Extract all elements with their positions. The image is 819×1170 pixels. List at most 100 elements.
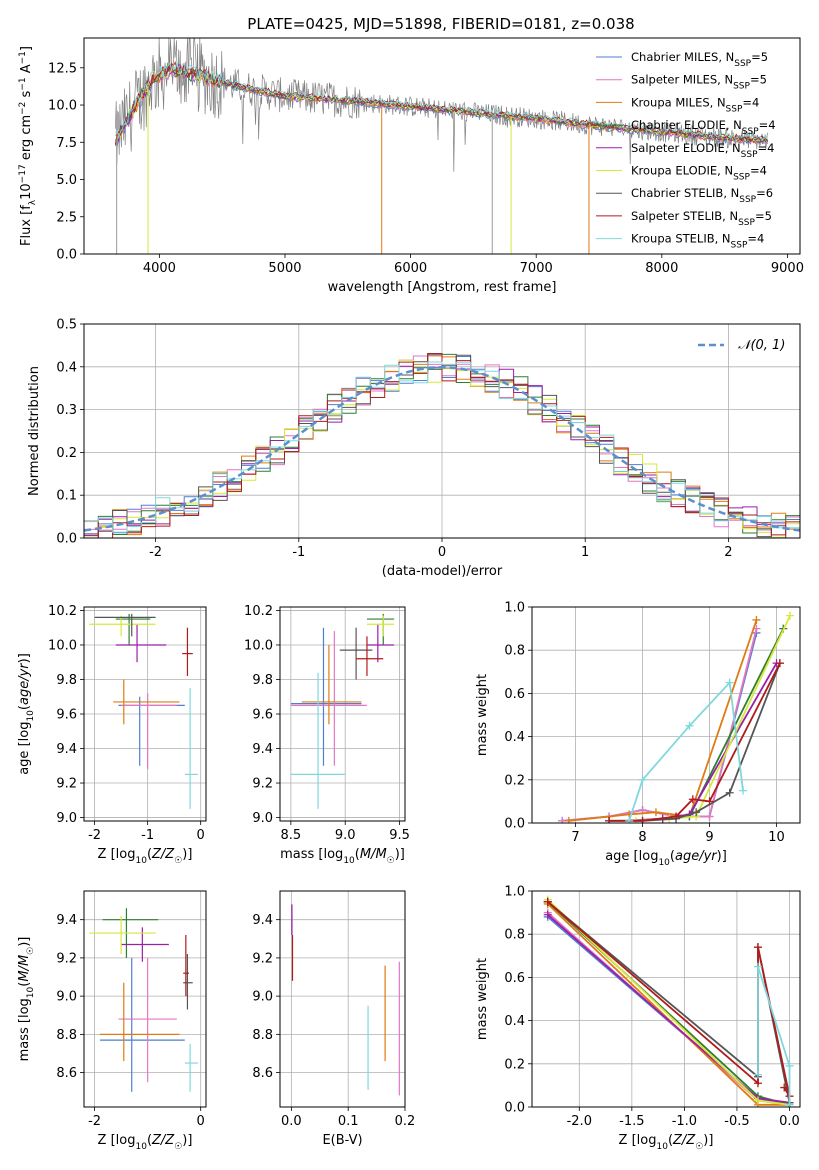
weight-marker [775, 659, 784, 668]
y-tick-label: 9.4 [252, 742, 273, 757]
axes-frame [531, 890, 801, 1108]
x-tick-label: 0.1 [338, 1114, 359, 1129]
y-tick-label: 0.0 [56, 532, 77, 547]
weight-marker [651, 808, 660, 817]
y-tick-label: 10.0 [48, 638, 77, 653]
y-tick-label: 1.0 [504, 885, 525, 900]
axes-frame [83, 37, 801, 255]
axes-residuals: -2 -1 0 1 2 0.0 0.1 0.2 0.3 0.4 0.5 (data-model)/er… [27, 318, 801, 579]
axes-frame [279, 890, 406, 1108]
weight-marker [543, 897, 552, 906]
weight-marker [705, 812, 714, 821]
weight-marker [543, 910, 552, 919]
y-tick-label: 9.0 [56, 990, 77, 1005]
legend: Chabrier MILES, NSSP=5 Salpeter MILES, NS… [596, 50, 776, 251]
y-tick-label: 2.5 [56, 210, 77, 225]
y-tick-label: 8.6 [56, 1066, 77, 1081]
x-tick-label: 6000 [394, 261, 427, 276]
y-tick-label: 0.4 [504, 730, 525, 745]
axes-weight_vs_Z: -2.0 -1.5 -1.0 -0.5 0.0 0.0 0.2 0.4 0.6 0.8 1.0 Z [… [475, 885, 801, 1152]
x-tick-label: 1 [581, 545, 589, 560]
weight-marker [625, 816, 634, 823]
axes-age_vs_Z: -2 -1 0 9.0 9.2 9.4 9.6 9.8 10.0 10.2 Z [log10(Z/Z… [17, 604, 207, 866]
y-tick-label: 9.2 [56, 777, 77, 792]
y-tick-label: 10.0 [244, 638, 273, 653]
y-axis-label: Flux [fλ10−17 erg cm−2 s−1 A−1] [18, 46, 38, 246]
x-axis-label: Z [log10(Z/Z☉)] [98, 1133, 193, 1152]
legend-label: Chabrier STELIB, NSSP=6 [631, 186, 773, 205]
y-tick-label: 8.8 [252, 1028, 273, 1043]
axes-age_vs_mass: 8.5 9.0 9.5 9.0 9.2 9.4 9.6 9.8 10.0 10.2 mass [lo… [244, 604, 410, 866]
plot-content [291, 904, 400, 1096]
y-tick-label: 12.5 [48, 61, 77, 76]
y-tick-label: 0.1 [56, 489, 77, 504]
y-axis-label: Normed distribution [27, 366, 42, 496]
y-tick-label: 8.6 [252, 1066, 273, 1081]
y-tick-label: 0.8 [504, 928, 525, 943]
plot-content [89, 613, 199, 809]
y-tick-label: 10.0 [48, 99, 77, 114]
y-tick-label: 10.2 [244, 604, 273, 619]
normal-reference-curve [84, 366, 800, 532]
x-tick-label: 4000 [143, 261, 176, 276]
weight-marker [605, 816, 614, 823]
y-tick-label: 9.0 [252, 990, 273, 1005]
axes-frame [83, 606, 207, 822]
plot-content [115, 38, 769, 254]
axes-spectrum: 4000 5000 6000 7000 8000 9000 0.0 2.5 5.0 7.5 10.0… [18, 37, 804, 295]
legend-label: Kroupa STELIB, NSSP=4 [631, 232, 764, 251]
x-tick-label: 9000 [771, 261, 804, 276]
axes-frame [83, 890, 207, 1108]
y-axis-label: age [log10(age/yr)] [17, 653, 36, 775]
model-spectrum-line [115, 60, 768, 145]
weight-marker [672, 812, 681, 821]
y-tick-label: 9.4 [56, 913, 77, 928]
x-tick-label: -2 [88, 828, 101, 843]
axes-weight_vs_age: 7 8 9 10 0.0 0.2 0.4 0.6 0.8 1.0 age [log10(age/yr… [475, 601, 801, 868]
y-tick-label: 0.2 [56, 446, 77, 461]
y-tick-label: 1.0 [504, 601, 525, 616]
y-tick-label: 0.6 [504, 687, 525, 702]
figure-title: PLATE=0425, MJD=51898, FIBERID=0181, z=0… [247, 15, 634, 33]
x-tick-label: 8 [638, 830, 646, 845]
y-axis-label: mass weight [475, 958, 490, 1040]
weight-marker [692, 808, 701, 817]
weight-marker [785, 1061, 794, 1070]
x-tick-label: -2 [88, 1114, 101, 1129]
y-tick-label: 0.0 [56, 248, 77, 263]
x-tick-label: 0.2 [395, 1114, 416, 1129]
x-tick-label: -2.0 [567, 1114, 592, 1129]
weight-marker [558, 816, 567, 823]
x-axis-label: wavelength [Angstrom, rest frame] [328, 280, 557, 295]
legend-label: Salpeter ELODIE, NSSP=4 [631, 141, 774, 160]
plot-content [84, 353, 800, 538]
x-tick-label: 7 [571, 830, 579, 845]
weight-line [757, 966, 791, 1105]
y-tick-label: 9.0 [252, 811, 273, 826]
legend-label: Chabrier MILES, NSSP=5 [631, 50, 768, 69]
x-tick-label: 9 [705, 830, 713, 845]
axes-frame [531, 606, 801, 824]
x-tick-label: -0.5 [724, 1114, 749, 1129]
x-tick-label: 0 [197, 828, 205, 843]
x-tick-label: 2 [724, 545, 732, 560]
plot-area [280, 891, 405, 1107]
y-tick-label: 0.0 [504, 1101, 525, 1116]
weight-marker [785, 611, 794, 620]
y-axis-label: mass weight [475, 674, 490, 756]
y-tick-label: 8.8 [56, 1028, 77, 1043]
x-tick-label: -1 [141, 828, 154, 843]
y-tick-label: 9.2 [56, 951, 77, 966]
x-tick-label: 5000 [268, 261, 301, 276]
weight-marker [753, 943, 762, 952]
y-tick-label: 7.5 [56, 136, 77, 151]
x-tick-label: 8.5 [281, 828, 302, 843]
legend-label: Salpeter STELIB, NSSP=5 [631, 209, 772, 228]
x-tick-label: -1 [292, 545, 305, 560]
weight-marker [753, 962, 762, 971]
x-tick-label: 10 [768, 830, 785, 845]
plot-area [532, 607, 800, 823]
x-axis-label: age [log10(age/yr)] [605, 849, 727, 868]
model-spectrum-line [115, 63, 769, 146]
weight-marker [685, 721, 694, 730]
